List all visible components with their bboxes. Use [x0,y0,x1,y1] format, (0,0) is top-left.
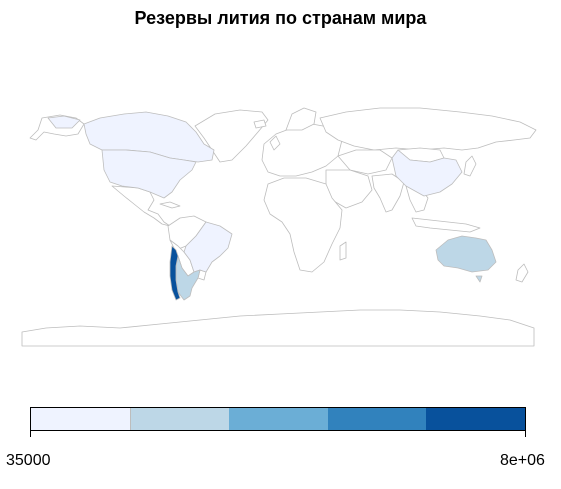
legend-tick-min [30,431,31,437]
region-canada-arctic [47,115,81,129]
map-title: Резервы лития по странам мира [134,8,427,28]
legend-swatch-4 [327,408,427,430]
region-indonesia [411,217,481,233]
country-russia [319,107,537,151]
legend-colorbar [30,407,526,431]
country-china [391,149,463,197]
legend-min-label: 35000 [6,452,51,469]
legend-swatch-3 [229,408,328,430]
country-australia [435,235,497,273]
country-new-zealand [515,263,529,283]
country-australia-tasmania [475,275,483,283]
legend-swatch-2 [130,408,230,430]
region-europe [261,123,343,177]
country-united-kingdom [269,135,281,151]
country-iceland [253,119,267,129]
country-japan [463,155,477,177]
legend-tick-max [525,431,526,437]
region-scandinavia [285,107,317,131]
region-africa [263,177,343,273]
world-map [21,107,537,347]
legend-max-label: 8e+06 [500,452,545,469]
country-cuba [159,201,181,209]
country-chile [169,245,181,301]
country-madagascar [339,241,347,261]
legend-swatch-1 [31,408,131,430]
region-south-asia [371,173,405,213]
legend-swatch-5 [426,408,525,430]
region-antarctica [21,309,535,347]
country-brazil [183,221,233,273]
country-united-states [101,149,197,199]
country-mexico [111,185,171,227]
